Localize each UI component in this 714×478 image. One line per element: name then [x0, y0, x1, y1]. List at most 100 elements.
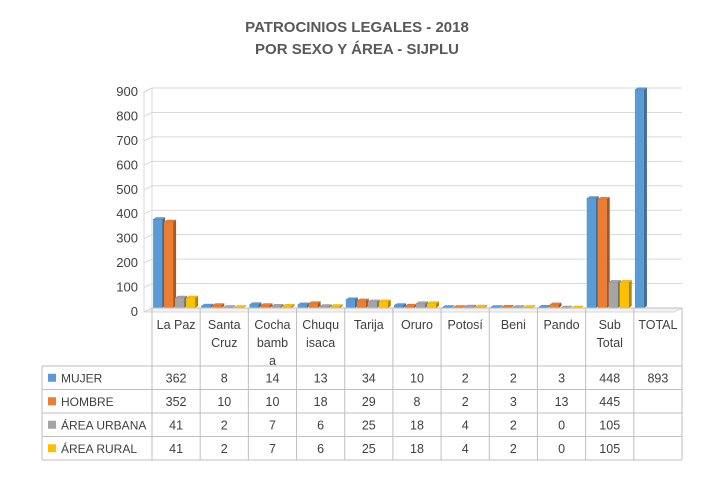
data-label: 6: [317, 418, 324, 432]
bar-mujer-tarija: [345, 297, 359, 308]
data-label: 3: [558, 371, 565, 385]
data-label: 2: [462, 371, 469, 385]
data-label: 8: [414, 395, 421, 409]
legend-swatch-area-urbana: [48, 420, 56, 429]
y-tick-label: 0: [131, 304, 138, 319]
data-table: La Paz Santa Cruz Cocha bamb a Chuqu isaca Tarij…: [41, 307, 683, 461]
category-label: TOTAL: [638, 318, 677, 332]
data-label: 3: [510, 395, 517, 409]
chart-subtitle: POR SEXO Y ÁREA - SIJPLU: [255, 41, 459, 58]
data-label: 2: [510, 371, 517, 385]
bar-hombre-cochabamba: [259, 303, 274, 308]
category-label: Chuqu: [302, 318, 339, 332]
bar-mujer-chuquisaca: [296, 302, 311, 308]
y-tick-label: 100: [116, 280, 138, 295]
bar-mujer-oruro: [393, 303, 407, 308]
bar-hombre-tarija: [356, 298, 370, 308]
data-label: 7: [269, 442, 276, 456]
gridline: [143, 160, 682, 166]
chart-title: PATROCINIOS LEGALES - 2018: [245, 19, 469, 36]
data-label: 29: [362, 395, 376, 409]
category-label: Total: [597, 336, 623, 350]
data-label: 34: [362, 371, 376, 385]
data-label: 4: [462, 418, 469, 432]
y-tick-label: 900: [116, 84, 138, 99]
data-label: 362: [166, 371, 187, 385]
y-tick-label: 800: [116, 108, 138, 123]
data-label: 2: [510, 442, 517, 456]
data-label: 6: [317, 442, 324, 456]
data-label: 0: [558, 418, 565, 432]
y-tick-label: 600: [116, 157, 138, 172]
category-label: La Paz: [157, 318, 196, 332]
bar-mujer-subtotal: [586, 196, 600, 308]
data-label: 2: [221, 418, 228, 432]
bar-hombre-subtotal: [597, 197, 611, 308]
data-label: 105: [599, 418, 620, 432]
category-label: bamb: [257, 336, 288, 350]
legend-swatch-hombre: [48, 397, 56, 406]
category-label: Cruz: [211, 336, 237, 350]
data-label: 18: [410, 442, 424, 456]
category-label: a: [269, 354, 276, 368]
bar-area-rural-subtotal: [619, 280, 633, 308]
legend-label-mujer: MUJER: [61, 371, 103, 385]
bar-area-rural-oruro: [426, 301, 440, 308]
data-label: 41: [169, 442, 183, 456]
gridline: [143, 111, 682, 117]
gridline: [143, 283, 682, 289]
bar-area-rural-la-paz: [185, 295, 199, 308]
category-label: Pando: [543, 318, 579, 332]
gridline: [143, 209, 682, 215]
data-label: 8: [221, 371, 228, 385]
data-label: 2: [221, 442, 228, 456]
bar-mujer-cochabamba: [248, 302, 263, 308]
bar-area-rural-cochabamba: [281, 304, 296, 308]
data-label: 18: [314, 395, 328, 409]
gridline: [143, 87, 682, 93]
gridline: [143, 258, 682, 264]
bar-mujer-la-paz: [152, 217, 166, 308]
chart-floor: [143, 307, 683, 313]
legend-swatch-area-rural: [48, 444, 56, 453]
data-label: 14: [266, 371, 280, 385]
bar-area-urbana-la-paz: [174, 295, 188, 308]
gridlines: [143, 87, 683, 313]
data-label: 893: [647, 371, 668, 385]
legend-label-hombre: HOMBRE: [61, 395, 114, 409]
legend-label-area-urbana: ÁREA URBANA: [61, 417, 146, 432]
legend-label-area-rural: ÁREA RURAL: [61, 441, 137, 456]
data-label: 445: [599, 395, 620, 409]
bar-hombre-oruro: [404, 303, 418, 308]
y-tick-label: 200: [116, 255, 138, 270]
data-label: 448: [599, 371, 620, 385]
data-label: 18: [410, 418, 424, 432]
category-label: Beni: [501, 318, 526, 332]
bar-area-urbana-oruro: [415, 301, 429, 308]
y-tick-label: 300: [116, 231, 138, 246]
bar-hombre-pando: [548, 302, 563, 308]
data-label: 10: [410, 371, 424, 385]
y-axis-ticks: 0 100 200 300 400 500 600 700 800 900: [116, 84, 138, 319]
data-label: 25: [362, 418, 376, 432]
category-label: isaca: [306, 336, 335, 350]
legend-swatch-mujer: [48, 373, 56, 382]
y-tick-label: 400: [116, 206, 138, 221]
data-label: 25: [362, 442, 376, 456]
chart-side-wall: [143, 87, 153, 313]
category-label: Santa: [208, 318, 241, 332]
bar-area-urbana-tarija: [367, 299, 381, 308]
gridline: [143, 185, 682, 191]
bar-area-rural-chuquisaca: [329, 304, 344, 308]
bar-mujer-total: [634, 87, 648, 308]
bar-area-rural-tarija: [378, 299, 392, 308]
bar-area-urbana-chuquisaca: [318, 304, 333, 308]
bar-hombre-santacruz: [211, 303, 225, 308]
y-tick-label: 500: [116, 182, 138, 197]
category-label: Sub: [599, 318, 621, 332]
data-label: 41: [169, 418, 183, 432]
data-label: 7: [269, 418, 276, 432]
bar-area-urbana-cochabamba: [270, 304, 285, 308]
